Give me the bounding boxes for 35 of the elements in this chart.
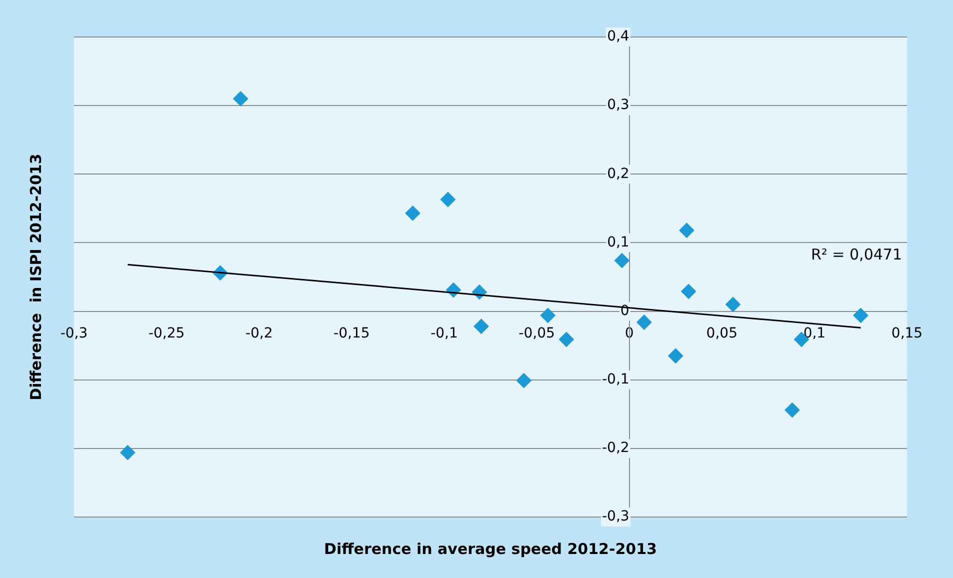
y-tick-label: -0,2 <box>602 440 630 456</box>
y-axis-title: Difference in ISPI 2012-2013 <box>26 154 45 400</box>
y-tick-label: 0,2 <box>607 166 630 182</box>
y-tick-label: 0,3 <box>607 97 630 114</box>
y-tick-label: -0,1 <box>602 372 630 388</box>
point <box>668 348 684 364</box>
point <box>474 318 489 334</box>
point <box>636 314 652 330</box>
x-tick-label: 0,05 <box>706 325 738 342</box>
y-tick-label: 0,4 <box>607 28 630 45</box>
point <box>233 91 248 106</box>
point <box>120 445 136 460</box>
point <box>540 308 556 323</box>
x-tick-label: 0,1 <box>803 325 826 342</box>
point <box>405 206 420 221</box>
y-tick-label: 0,1 <box>607 234 630 250</box>
x-tick-label: -0,25 <box>148 325 185 342</box>
point <box>681 284 696 299</box>
point <box>440 192 456 208</box>
x-tick-label: -0,05 <box>518 325 555 342</box>
x-tick-label: -0,1 <box>430 325 458 342</box>
point <box>784 402 800 418</box>
point <box>614 253 630 268</box>
annotation: R² = 0,0471 <box>810 245 902 264</box>
x-tick-label: -0,15 <box>334 325 370 342</box>
point <box>679 222 694 238</box>
x-tick-label: -0,2 <box>245 325 273 342</box>
point <box>558 332 574 347</box>
x-tick-label: -0,3 <box>60 325 88 342</box>
x-axis-title: Difference in average speed 2012-2013 <box>324 540 657 558</box>
point <box>725 296 740 312</box>
point <box>853 308 868 323</box>
point <box>516 373 532 388</box>
y-tick-label: -0,3 <box>602 508 630 525</box>
x-tick-label: 0,15 <box>891 325 923 342</box>
